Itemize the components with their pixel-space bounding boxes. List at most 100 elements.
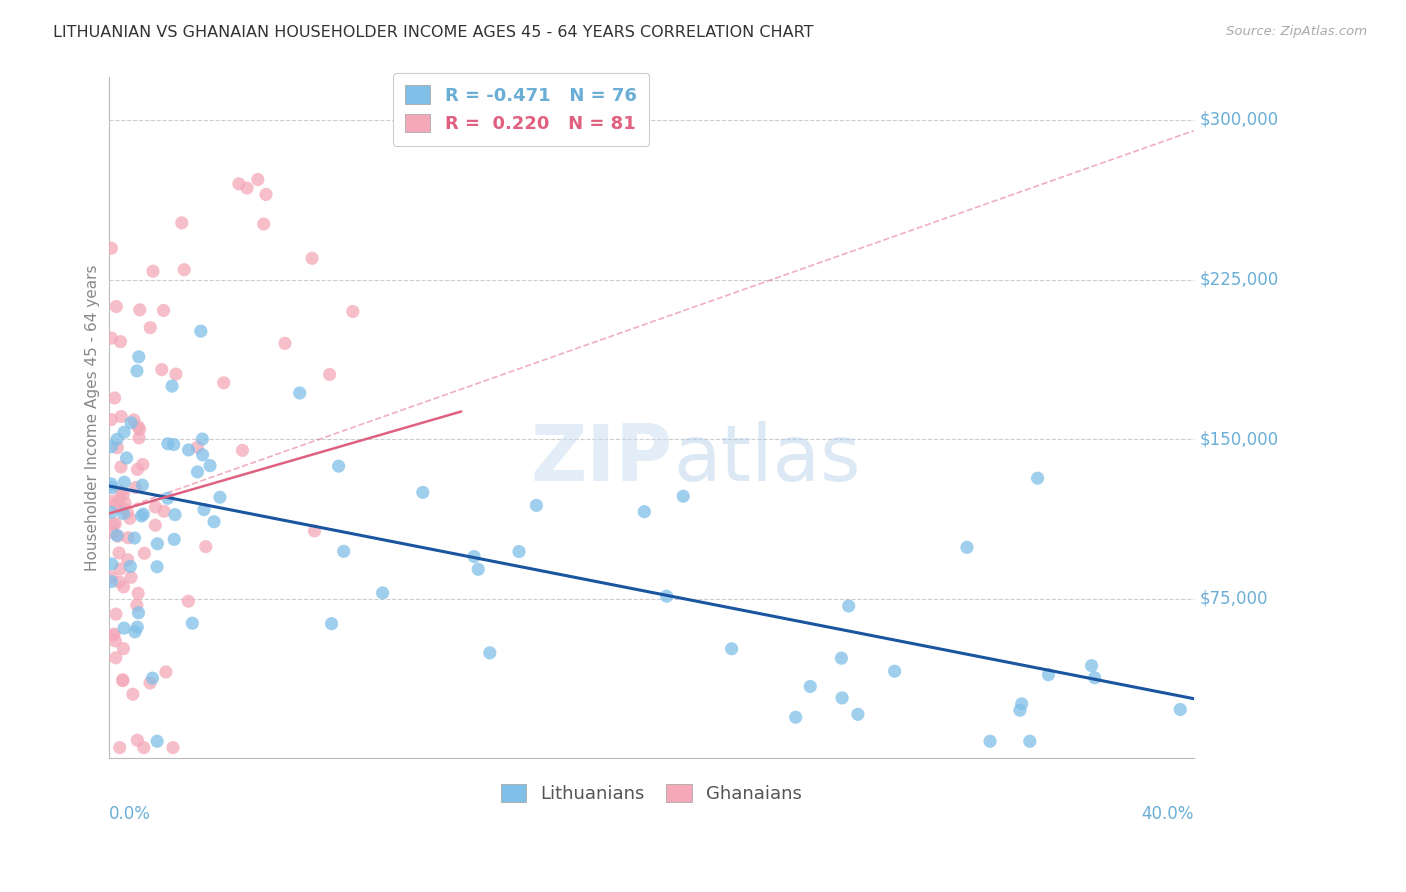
Point [112, 641, 135, 656]
Point [478, 646, 501, 660]
Point [108, 546, 131, 560]
Point [132, 458, 155, 472]
Point [193, 502, 215, 516]
Point [526, 499, 548, 513]
Point [191, 432, 214, 446]
Point [127, 586, 149, 600]
Point [108, 740, 131, 755]
Point [1026, 471, 1049, 485]
Point [128, 422, 150, 436]
Point [254, 187, 277, 202]
Point [156, 436, 179, 450]
Point [132, 507, 155, 521]
Point [120, 416, 142, 430]
Point [342, 304, 364, 318]
Point [194, 540, 217, 554]
Point [153, 504, 176, 518]
Point [110, 484, 132, 499]
Point [231, 443, 253, 458]
Point [202, 515, 225, 529]
Point [186, 465, 208, 479]
Point [128, 606, 150, 620]
Point [101, 481, 124, 495]
Point [141, 671, 163, 685]
Point [120, 570, 142, 584]
Point [146, 559, 169, 574]
Point [177, 594, 200, 608]
Point [165, 508, 187, 522]
Point [105, 433, 128, 447]
Point [831, 690, 853, 705]
Point [108, 562, 131, 576]
Point [142, 264, 165, 278]
Point [228, 177, 250, 191]
Point [318, 368, 340, 382]
Point [117, 531, 139, 545]
Point [304, 524, 326, 538]
Point [117, 506, 139, 520]
Point [181, 616, 204, 631]
Point [150, 362, 173, 376]
Point [103, 517, 125, 532]
Point [412, 485, 434, 500]
Point [160, 379, 183, 393]
Point [105, 528, 128, 542]
Point [104, 497, 127, 511]
Point [799, 680, 821, 694]
Text: $225,000: $225,000 [1199, 270, 1278, 288]
Point [104, 633, 127, 648]
Point [122, 413, 145, 427]
Point [100, 477, 122, 491]
Text: $150,000: $150,000 [1199, 430, 1278, 448]
Point [112, 507, 135, 521]
Point [1084, 671, 1107, 685]
Point [114, 496, 136, 510]
Point [467, 562, 489, 576]
Point [170, 216, 193, 230]
Point [463, 549, 485, 564]
Text: atlas: atlas [673, 421, 860, 497]
Point [1011, 697, 1033, 711]
Point [120, 559, 142, 574]
Point [139, 676, 162, 690]
Point [979, 734, 1001, 748]
Point [110, 409, 132, 424]
Point [125, 480, 148, 494]
Point [124, 531, 146, 545]
Point [105, 607, 128, 622]
Point [103, 627, 125, 641]
Point [145, 500, 167, 514]
Point [131, 508, 153, 523]
Point [146, 734, 169, 748]
Point [128, 302, 150, 317]
Point [100, 574, 122, 589]
Point [128, 431, 150, 445]
Text: LITHUANIAN VS GHANAIAN HOUSEHOLDER INCOME AGES 45 - 64 YEARS CORRELATION CHART: LITHUANIAN VS GHANAIAN HOUSEHOLDER INCOM… [53, 25, 814, 40]
Point [105, 441, 128, 455]
Text: ZIP: ZIP [530, 421, 673, 497]
Point [508, 544, 530, 558]
Point [118, 511, 141, 525]
Point [1038, 667, 1060, 681]
Point [104, 516, 127, 531]
Point [104, 650, 127, 665]
Point [115, 450, 138, 465]
Point [127, 733, 149, 747]
Legend: Lithuanians, Ghanaians: Lithuanians, Ghanaians [494, 777, 808, 811]
Point [103, 494, 125, 508]
Point [111, 673, 134, 688]
Point [156, 491, 179, 506]
Point [246, 172, 269, 186]
Point [253, 217, 276, 231]
Point [212, 376, 235, 390]
Point [117, 552, 139, 566]
Point [100, 331, 122, 345]
Point [321, 616, 343, 631]
Text: $75,000: $75,000 [1199, 590, 1268, 607]
Point [110, 334, 132, 349]
Point [838, 599, 860, 613]
Point [846, 707, 869, 722]
Point [128, 350, 150, 364]
Point [100, 505, 122, 519]
Point [105, 300, 128, 314]
